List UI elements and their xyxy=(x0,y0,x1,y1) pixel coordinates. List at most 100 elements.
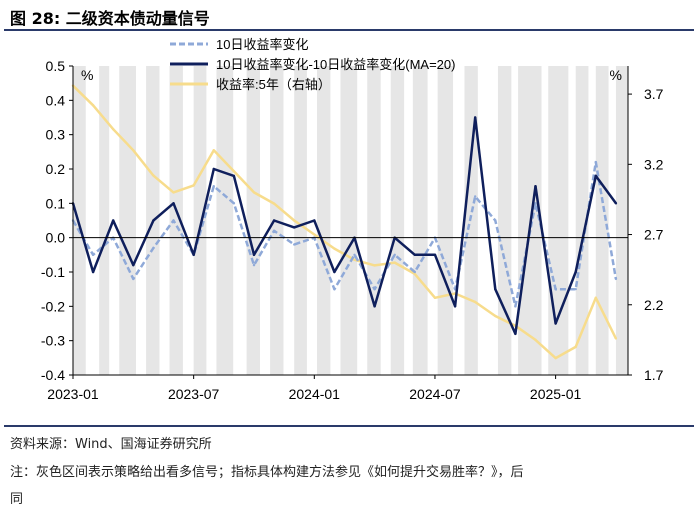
series-2-point xyxy=(554,322,557,325)
right-tick-label: 2.7 xyxy=(644,227,664,243)
bull-period-22 xyxy=(615,66,628,375)
series-1-point xyxy=(333,287,336,291)
series-3-point xyxy=(333,247,336,250)
bull-period-10 xyxy=(316,66,331,375)
series-1-point xyxy=(212,184,215,188)
bull-period-4 xyxy=(169,66,183,375)
legend-label-2: 10日收益率变化-10日收益率变化(MA=20) xyxy=(216,57,455,72)
bull-period-5 xyxy=(193,66,207,375)
series-3-point xyxy=(192,184,195,187)
bull-period-13 xyxy=(390,66,405,375)
right-tick-label: 2.2 xyxy=(644,297,664,313)
axis-layer: 0.5 0.4 0.3 0.2 0.1 0.0 -0.1 -0.2 -0.3 -0.4 3.7 3.2… xyxy=(41,58,664,402)
series-1-point xyxy=(272,229,276,232)
left-unit-label: % xyxy=(81,67,93,83)
bull-period-9 xyxy=(294,66,307,375)
series-3-point xyxy=(292,219,296,222)
series-2-point xyxy=(594,174,598,178)
right-tick-label: 3.7 xyxy=(644,86,664,102)
series-1-point xyxy=(494,219,497,222)
bull-period-15 xyxy=(437,66,454,375)
footnote-line2: 同 xyxy=(10,492,24,507)
series-1-point xyxy=(252,263,256,267)
left-tick-label: 0.1 xyxy=(46,195,66,211)
left-tick-label: -0.4 xyxy=(41,367,65,383)
series-3-point xyxy=(413,272,417,276)
series-1-point xyxy=(594,160,598,164)
left-tick-label: 0.4 xyxy=(46,92,66,108)
right-tick-label: 3.2 xyxy=(644,156,664,172)
series-1-point xyxy=(172,219,175,222)
left-tick-label: -0.3 xyxy=(41,333,65,349)
series-2-point xyxy=(272,219,276,222)
left-tick-label: 0.3 xyxy=(46,127,66,143)
series-1-point xyxy=(554,287,557,291)
series-2-point xyxy=(172,202,175,205)
bull-period-1 xyxy=(99,66,110,375)
series-1-point xyxy=(514,305,517,308)
series-1-point xyxy=(373,287,376,291)
series-3-point xyxy=(373,264,376,267)
x-tick-label: 2023-07 xyxy=(168,386,220,402)
left-tick-label: -0.1 xyxy=(41,264,65,280)
series-3-point xyxy=(172,191,175,194)
bull-period-20 xyxy=(575,66,589,375)
series-3-point xyxy=(232,170,236,173)
right-tick-label: 1.7 xyxy=(644,367,664,383)
bull-period-0 xyxy=(73,66,86,375)
series-3-point xyxy=(433,296,437,299)
series-3-point xyxy=(393,261,396,264)
bull-period-14 xyxy=(412,66,428,375)
title-rule xyxy=(4,29,694,31)
series-2-point xyxy=(473,116,477,119)
series-2-point xyxy=(112,219,115,222)
series-2-point xyxy=(212,167,215,171)
series-1-point xyxy=(232,202,236,205)
series-2-point xyxy=(373,305,376,308)
series-1-point xyxy=(534,202,537,205)
series-2-point xyxy=(433,253,437,257)
series-1-point xyxy=(473,195,477,198)
source-rule xyxy=(4,425,694,427)
series-1-point xyxy=(292,243,296,246)
right-unit-label: % xyxy=(610,67,622,83)
x-tick-label: 2024-07 xyxy=(409,386,461,402)
bull-period-17 xyxy=(497,66,512,375)
series-3-point xyxy=(614,337,618,340)
series-3-point xyxy=(252,191,256,194)
series-1-point xyxy=(614,277,618,281)
series-3-point xyxy=(473,300,477,304)
x-tick-label: 2025-01 xyxy=(530,386,582,402)
bull-period-7 xyxy=(246,66,261,375)
series-2-point xyxy=(453,305,457,308)
left-tick-label: -0.2 xyxy=(41,298,65,314)
source-note: 资料来源：Wind、国海证券研究所 xyxy=(10,437,212,452)
left-tick-label: 0.2 xyxy=(46,161,66,177)
x-tick-label: 2024-01 xyxy=(289,386,341,402)
series-layer xyxy=(71,84,618,360)
legend-label-3: 收益率:5年（右轴） xyxy=(216,77,331,92)
series-2-point xyxy=(413,253,417,257)
series-2-point xyxy=(292,226,296,229)
series-1-point xyxy=(132,277,135,281)
series-line-1 xyxy=(71,160,618,308)
series-3-point xyxy=(353,258,356,262)
footnote-line1: 注：灰色区间表示策略给出看多信号；指标具体构建方法参见《如何提升交易胜率？》，后 xyxy=(10,465,524,480)
series-2-point xyxy=(91,270,95,274)
series-2-point xyxy=(313,219,316,222)
series-3-point xyxy=(594,296,598,299)
left-tick-label: 0.5 xyxy=(46,58,66,74)
series-line-2 xyxy=(71,116,617,336)
series-2-point xyxy=(614,202,618,205)
series-1-point xyxy=(152,246,155,250)
series-1-point xyxy=(574,287,577,291)
series-3-point xyxy=(534,338,537,342)
series-2-point xyxy=(252,253,256,257)
series-3-point xyxy=(152,174,155,177)
series-3-point xyxy=(494,314,497,318)
bull-period-12 xyxy=(367,66,381,375)
series-1-point xyxy=(91,253,95,257)
figure-title: 图 28: 二级资本债动量信号 xyxy=(10,9,210,28)
series-2-point xyxy=(514,332,517,335)
series-2-point xyxy=(574,270,577,274)
